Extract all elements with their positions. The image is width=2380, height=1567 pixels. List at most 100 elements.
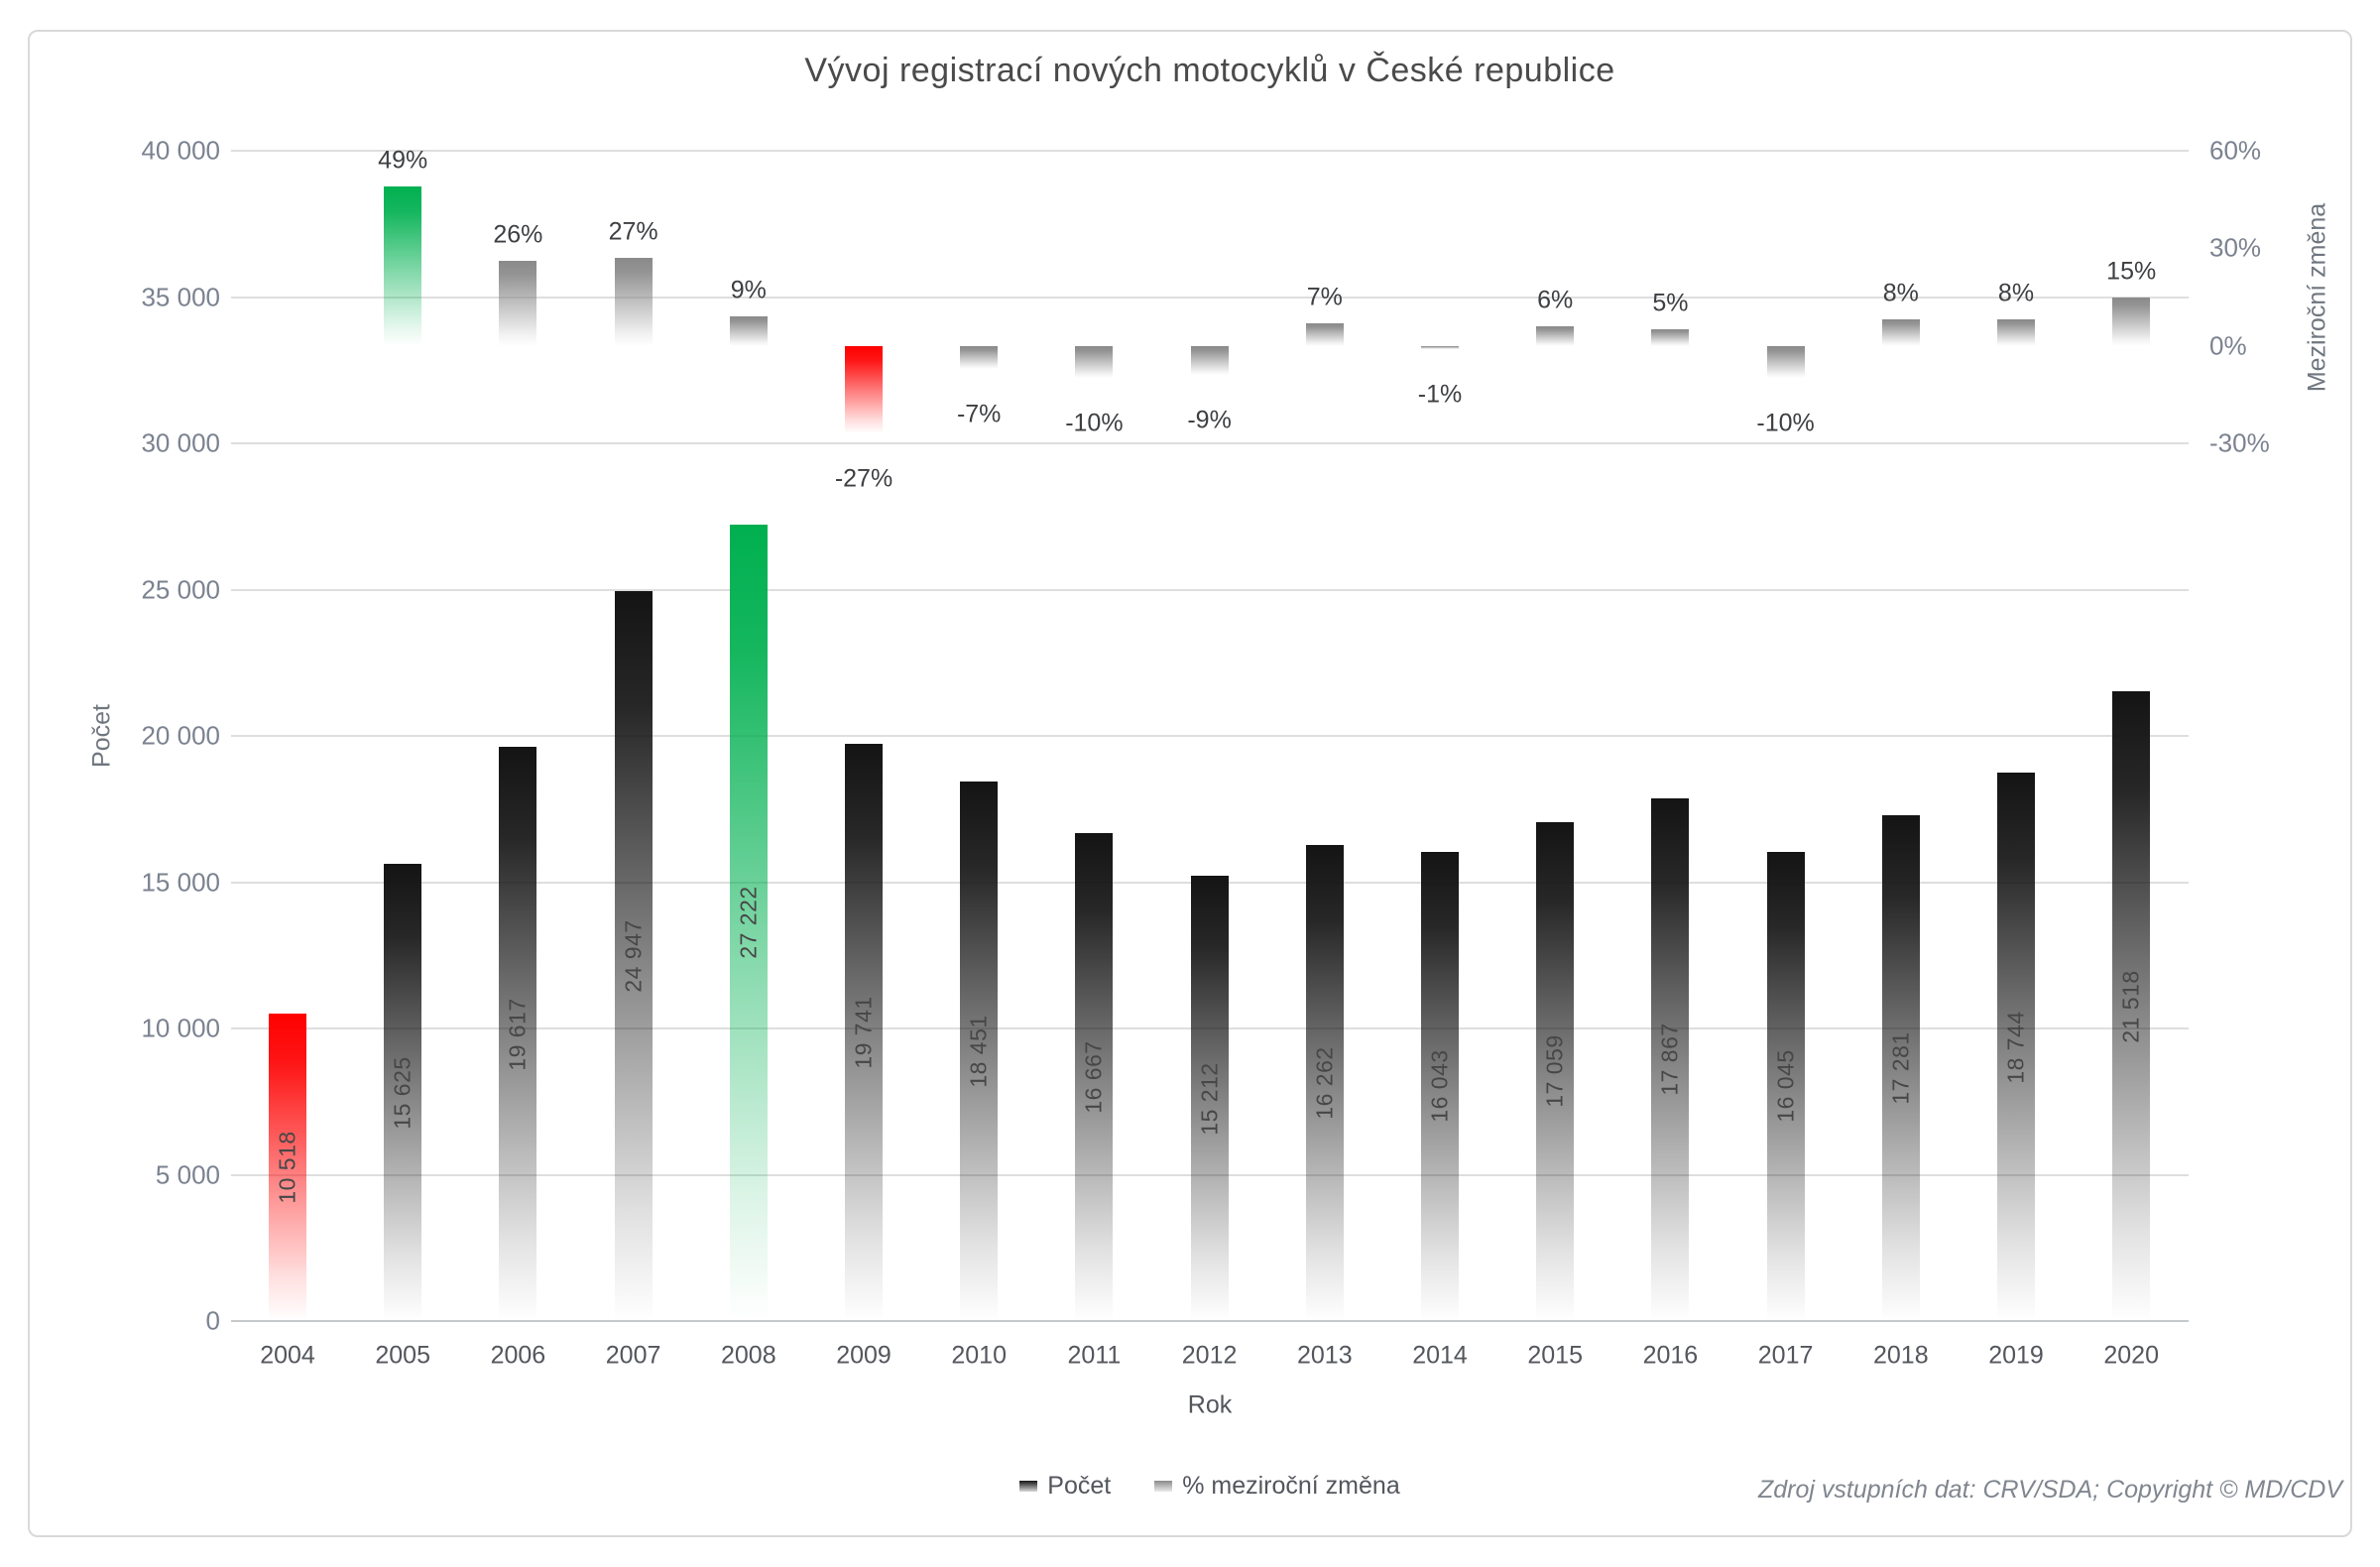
x-tick-2013: 2013 xyxy=(1296,1341,1353,1370)
bar-pocet-2007 xyxy=(614,591,653,1321)
left-axis-tick-40000: 40 000 xyxy=(141,135,220,166)
x-tick-2015: 2015 xyxy=(1527,1341,1583,1370)
bar-pocet-2017 xyxy=(1766,851,1805,1321)
x-tick-2006: 2006 xyxy=(490,1341,546,1370)
bar-pct-2015 xyxy=(1536,326,1575,346)
legend-item-pct: % meziroční změna xyxy=(1154,1472,1400,1501)
pct-label-2005: 49% xyxy=(378,146,428,175)
bar-pocet-2012 xyxy=(1190,876,1229,1321)
right-axis-tick-30: 30% xyxy=(2209,232,2262,263)
legend-item-pocet: Počet xyxy=(1019,1472,1111,1501)
pct-label-2015: 6% xyxy=(1537,286,1574,314)
pct-label-2007: 27% xyxy=(608,217,658,246)
pct-label-2008: 9% xyxy=(730,276,767,304)
bar-value-label-2018: 17 281 xyxy=(1887,1031,1914,1105)
pct-label-2017: -10% xyxy=(1756,409,1815,437)
x-axis-title: Rok xyxy=(1187,1390,1233,1419)
x-tick-2011: 2011 xyxy=(1067,1341,1122,1370)
x-tick-2004: 2004 xyxy=(260,1341,315,1370)
bar-pocet-2013 xyxy=(1305,845,1344,1321)
bar-pct-2017 xyxy=(1766,345,1805,379)
bar-pct-2008 xyxy=(729,316,768,346)
legend-label-pocet: Počet xyxy=(1047,1472,1112,1500)
bar-value-label-2017: 16 045 xyxy=(1772,1049,1799,1124)
x-tick-2005: 2005 xyxy=(375,1341,430,1370)
x-tick-2007: 2007 xyxy=(605,1341,661,1370)
bar-pct-2011 xyxy=(1075,345,1114,379)
legend-label-pct: % meziroční změna xyxy=(1182,1472,1400,1500)
bar-pocet-2020 xyxy=(2112,691,2151,1321)
bar-pct-2005 xyxy=(384,186,422,346)
bar-value-label-2013: 16 262 xyxy=(1311,1046,1338,1120)
bar-pct-2018 xyxy=(1881,319,1920,346)
bar-value-label-2010: 18 451 xyxy=(965,1015,992,1088)
pct-series-swatch-icon xyxy=(1154,1481,1173,1492)
bar-value-label-2014: 16 043 xyxy=(1426,1049,1453,1124)
x-tick-2008: 2008 xyxy=(720,1341,776,1370)
pocet-series-swatch-icon xyxy=(1019,1481,1038,1492)
bar-pct-2020 xyxy=(2112,297,2151,346)
pct-label-2009: -27% xyxy=(834,464,893,493)
bar-value-label-2008: 27 222 xyxy=(735,886,762,960)
bar-pocet-2014 xyxy=(1421,851,1459,1321)
bar-pocet-2016 xyxy=(1651,797,1690,1321)
left-axis-tick-10000: 10 000 xyxy=(141,1013,220,1043)
x-tick-2012: 2012 xyxy=(1181,1341,1238,1370)
right-axis-tick-0: 0% xyxy=(2209,330,2247,361)
x-tick-2018: 2018 xyxy=(1872,1341,1929,1370)
bar-value-label-2009: 19 741 xyxy=(850,996,877,1069)
bar-pct-2009 xyxy=(845,345,883,434)
bar-pct-2012 xyxy=(1190,345,1229,376)
bar-value-label-2007: 24 947 xyxy=(620,919,647,993)
bar-value-label-2012: 15 212 xyxy=(1196,1061,1223,1136)
right-axis-tick--30: -30% xyxy=(2209,427,2270,458)
x-tick-2019: 2019 xyxy=(1988,1341,2044,1370)
bar-value-label-2016: 17 867 xyxy=(1656,1023,1683,1097)
source-copyright-note: Zdroj vstupních dat: CRV/SDA; Copyright … xyxy=(1758,1476,2342,1504)
pct-label-2010: -7% xyxy=(956,400,1002,428)
bar-value-label-2020: 21 518 xyxy=(2117,969,2144,1043)
bar-pocet-2004 xyxy=(269,1013,306,1321)
gridline-20000 xyxy=(231,735,2189,737)
pct-label-2006: 26% xyxy=(493,220,543,249)
bar-pocet-2011 xyxy=(1075,833,1114,1321)
right-axis-tick-60: 60% xyxy=(2209,135,2262,166)
right-axis-title: Meziroční změna xyxy=(2303,202,2331,393)
chart-title: Vývoj registrací nových motocyklů v Česk… xyxy=(804,52,1615,89)
left-axis-tick-5000: 5 000 xyxy=(155,1159,220,1189)
gridline-30000 xyxy=(231,442,2189,444)
x-tick-2009: 2009 xyxy=(836,1341,892,1370)
gridline-35000 xyxy=(231,296,2189,299)
bar-value-label-2006: 19 617 xyxy=(504,997,531,1071)
left-axis-tick-15000: 15 000 xyxy=(141,867,220,897)
bar-pocet-2008 xyxy=(729,524,768,1321)
x-tick-2017: 2017 xyxy=(1757,1341,1814,1370)
bar-pocet-2010 xyxy=(960,781,999,1321)
bar-pct-2014 xyxy=(1421,345,1459,349)
bar-value-label-2005: 15 625 xyxy=(389,1055,416,1130)
bar-pct-2007 xyxy=(614,258,653,346)
bar-pocet-2009 xyxy=(845,743,883,1321)
legend: Počet % meziroční změna xyxy=(231,1472,2189,1501)
bar-pocet-2018 xyxy=(1881,815,1920,1321)
pct-label-2018: 8% xyxy=(1882,279,1919,307)
bar-pct-2006 xyxy=(499,261,537,346)
left-axis-tick-25000: 25 000 xyxy=(141,574,220,604)
bar-pocet-2006 xyxy=(499,747,537,1321)
bar-pct-2010 xyxy=(960,345,999,369)
bar-pct-2019 xyxy=(1997,319,2035,346)
pct-label-2012: -9% xyxy=(1187,406,1232,434)
pct-label-2011: -10% xyxy=(1065,409,1124,437)
left-axis-title: Počet xyxy=(87,704,116,768)
pct-label-2020: 15% xyxy=(2106,257,2157,285)
bar-pocet-2005 xyxy=(384,864,422,1321)
bar-pocet-2019 xyxy=(1997,773,2035,1321)
x-tick-2016: 2016 xyxy=(1642,1341,1699,1370)
x-tick-2014: 2014 xyxy=(1412,1341,1468,1370)
bar-value-label-2015: 17 059 xyxy=(1541,1034,1568,1109)
gridline-25000 xyxy=(231,588,2189,591)
pct-label-2014: -1% xyxy=(1417,380,1463,409)
left-axis-tick-0: 0 xyxy=(205,1305,220,1336)
bar-value-label-2011: 16 667 xyxy=(1080,1040,1107,1114)
bar-value-label-2019: 18 744 xyxy=(2002,1010,2029,1084)
